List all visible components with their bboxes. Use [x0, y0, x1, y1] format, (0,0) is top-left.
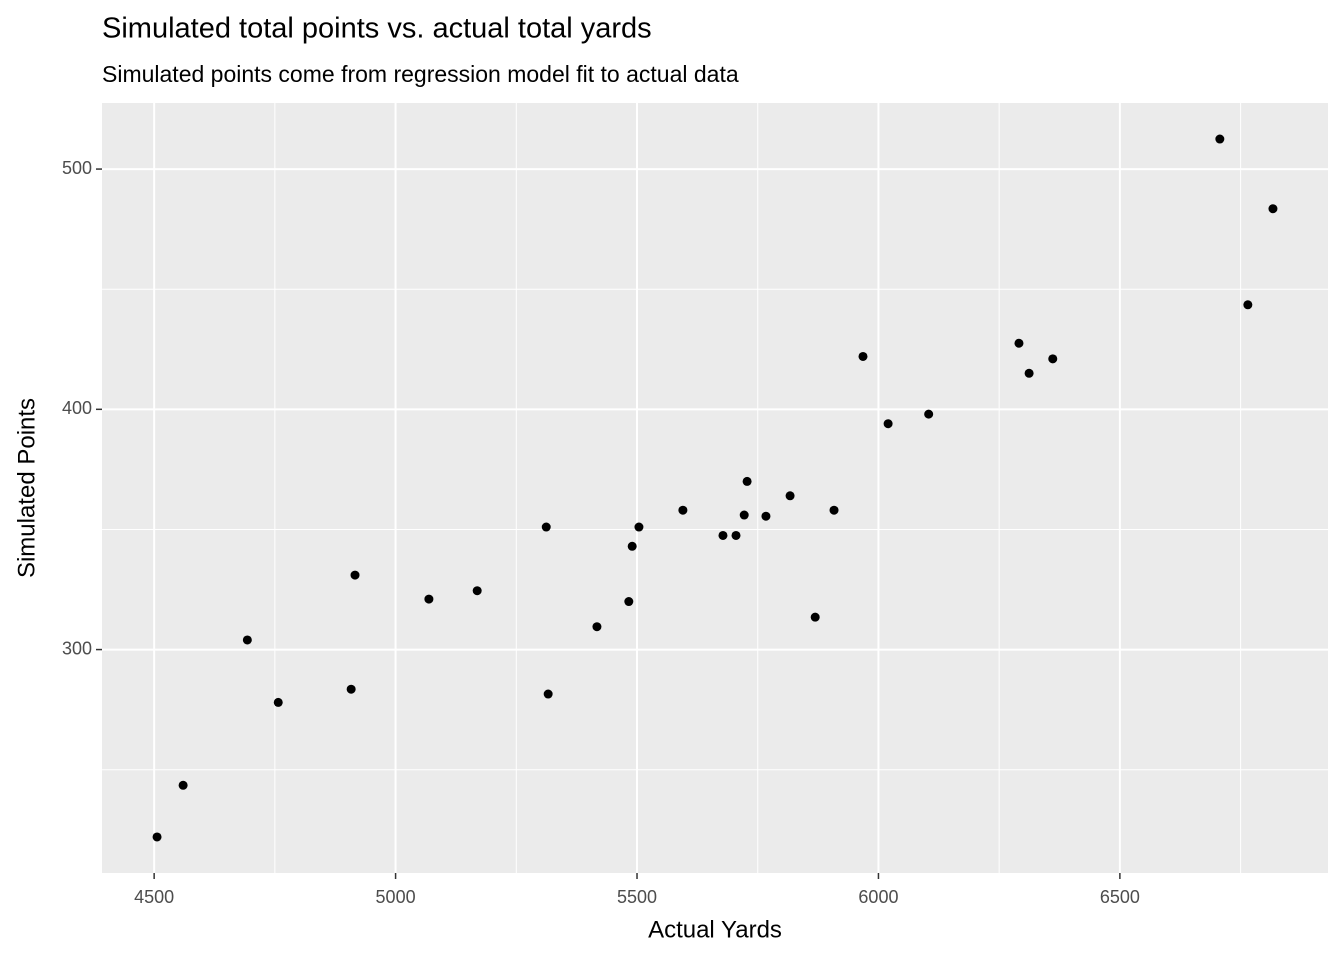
point: [273, 697, 283, 707]
point: [761, 511, 771, 521]
point: [1048, 354, 1058, 364]
x-tick-label: 4500: [134, 887, 174, 907]
point: [678, 505, 688, 515]
point: [178, 780, 188, 790]
point: [1215, 134, 1225, 144]
point: [858, 351, 868, 361]
point: [1024, 368, 1034, 378]
y-tick-label: 300: [62, 638, 92, 658]
point: [1243, 300, 1253, 310]
point: [883, 419, 893, 429]
point: [346, 684, 356, 694]
point: [829, 505, 839, 515]
point: [627, 541, 637, 551]
y-tick-label: 500: [62, 158, 92, 178]
point: [1014, 338, 1024, 348]
point: [1268, 204, 1278, 214]
plot-panel: [102, 103, 1328, 873]
point: [785, 491, 795, 501]
point: [742, 476, 752, 486]
point: [634, 522, 644, 532]
y-tick-label: 400: [62, 398, 92, 418]
x-tick-label: 6500: [1100, 887, 1140, 907]
point: [543, 689, 553, 699]
x-tick-label: 5500: [617, 887, 657, 907]
point: [739, 510, 749, 520]
point: [242, 635, 252, 645]
chart-title: Simulated total points vs. actual total …: [102, 13, 652, 45]
point: [924, 409, 934, 419]
point: [731, 530, 741, 540]
point: [152, 832, 162, 842]
x-axis-label: Actual Yards: [648, 916, 782, 943]
point: [810, 612, 820, 622]
chart-subtitle: Simulated points come from regression mo…: [102, 61, 739, 87]
x-tick-label: 6000: [858, 887, 898, 907]
point: [541, 522, 551, 532]
point: [350, 570, 360, 580]
point: [624, 597, 634, 607]
point: [472, 586, 482, 596]
point: [424, 594, 434, 604]
point: [718, 530, 728, 540]
y-axis-label: Simulated Points: [13, 398, 40, 578]
x-tick-label: 5000: [376, 887, 416, 907]
point: [592, 622, 602, 632]
